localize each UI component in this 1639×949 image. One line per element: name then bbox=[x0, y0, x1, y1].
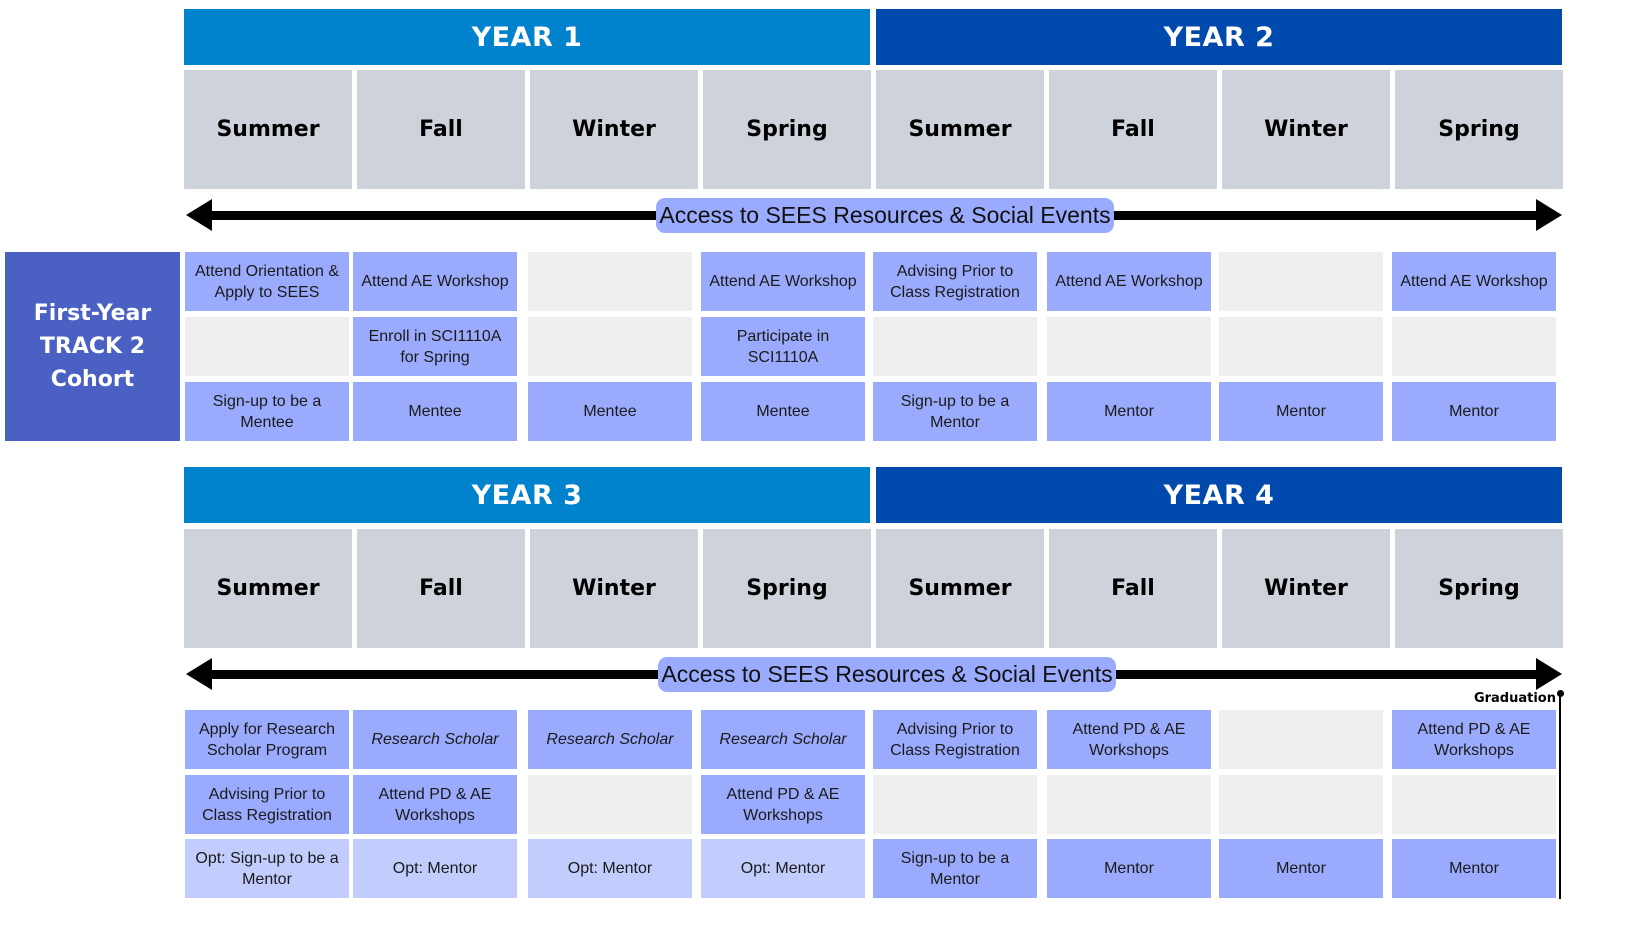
season-header-winter: Winter bbox=[1222, 529, 1390, 648]
activity-cell: Enroll in SCI1110A for Spring bbox=[353, 317, 517, 376]
year-header: YEAR 3 bbox=[184, 467, 870, 523]
activity-cell: Opt: Mentor bbox=[528, 839, 692, 898]
activity-cell: Attend PD & AE Workshops bbox=[1392, 710, 1556, 769]
activity-cell: Sign-up to be a Mentee bbox=[185, 382, 349, 441]
activity-cell: Mentee bbox=[528, 382, 692, 441]
season-header-fall: Fall bbox=[357, 70, 525, 189]
activity-cell: Mentor bbox=[1392, 839, 1556, 898]
empty-cell bbox=[528, 775, 692, 834]
season-header-winter: Winter bbox=[530, 70, 698, 189]
season-header-summer: Summer bbox=[184, 529, 352, 648]
activity-cell: Advising Prior to Class Registration bbox=[873, 710, 1037, 769]
graduation-marker-icon bbox=[1557, 690, 1564, 697]
activity-cell: Apply for Research Scholar Program bbox=[185, 710, 349, 769]
activity-cell: Mentor bbox=[1047, 382, 1211, 441]
empty-cell bbox=[873, 775, 1037, 834]
season-header-spring: Spring bbox=[703, 529, 871, 648]
cohort-label: First-Year TRACK 2 Cohort bbox=[5, 252, 180, 441]
empty-cell bbox=[1392, 317, 1556, 376]
empty-cell bbox=[528, 317, 692, 376]
empty-cell bbox=[528, 252, 692, 311]
activity-cell: Mentee bbox=[701, 382, 865, 441]
graduation-line bbox=[1559, 694, 1561, 899]
season-header-fall: Fall bbox=[357, 529, 525, 648]
empty-cell bbox=[1219, 775, 1383, 834]
cohort-label-line: TRACK 2 bbox=[39, 334, 146, 359]
activity-cell: Advising Prior to Class Registration bbox=[873, 252, 1037, 311]
activity-cell: Attend Orientation & Apply to SEES bbox=[185, 252, 349, 311]
activity-cell: Mentor bbox=[1219, 839, 1383, 898]
arrow-right-icon bbox=[1536, 658, 1562, 690]
empty-cell bbox=[1392, 775, 1556, 834]
season-header-winter: Winter bbox=[530, 529, 698, 648]
empty-cell bbox=[1219, 317, 1383, 376]
activity-cell: Research Scholar bbox=[701, 710, 865, 769]
activity-cell: Mentor bbox=[1047, 839, 1211, 898]
activity-cell: Attend PD & AE Workshops bbox=[353, 775, 517, 834]
activity-cell: Research Scholar bbox=[528, 710, 692, 769]
season-header-summer: Summer bbox=[876, 70, 1044, 189]
activity-cell: Opt: Mentor bbox=[353, 839, 517, 898]
season-header-spring: Spring bbox=[1395, 70, 1563, 189]
season-header-winter: Winter bbox=[1222, 70, 1390, 189]
season-header-spring: Spring bbox=[703, 70, 871, 189]
empty-cell bbox=[1047, 775, 1211, 834]
activity-cell: Advising Prior to Class Registration bbox=[185, 775, 349, 834]
activity-cell: Sign-up to be a Mentor bbox=[873, 839, 1037, 898]
empty-cell bbox=[1219, 252, 1383, 311]
activity-cell: Mentor bbox=[1219, 382, 1383, 441]
arrow-left-icon bbox=[186, 658, 212, 690]
graduation-label: Graduation bbox=[1473, 691, 1556, 706]
activity-cell: Attend PD & AE Workshops bbox=[701, 775, 865, 834]
cohort-label-line: First-Year bbox=[33, 301, 152, 326]
activity-cell: Participate in SCI1110A bbox=[701, 317, 865, 376]
season-header-fall: Fall bbox=[1049, 529, 1217, 648]
activity-cell: Sign-up to be a Mentor bbox=[873, 382, 1037, 441]
resources-banner: Access to SEES Resources & Social Events bbox=[658, 657, 1116, 692]
resources-banner: Access to SEES Resources & Social Events bbox=[656, 198, 1114, 233]
year-header: YEAR 1 bbox=[184, 9, 870, 65]
activity-cell: Attend PD & AE Workshops bbox=[1047, 710, 1211, 769]
activity-cell: Attend AE Workshop bbox=[353, 252, 517, 311]
activity-cell: Attend AE Workshop bbox=[701, 252, 865, 311]
season-header-spring: Spring bbox=[1395, 529, 1563, 648]
season-header-summer: Summer bbox=[184, 70, 352, 189]
empty-cell bbox=[1219, 710, 1383, 769]
activity-cell: Mentor bbox=[1392, 382, 1556, 441]
activity-cell: Mentee bbox=[353, 382, 517, 441]
season-header-summer: Summer bbox=[876, 529, 1044, 648]
activity-cell: Opt: Sign-up to be a Mentor bbox=[185, 839, 349, 898]
season-header-fall: Fall bbox=[1049, 70, 1217, 189]
year-header: YEAR 4 bbox=[876, 467, 1562, 523]
activity-cell: Opt: Mentor bbox=[701, 839, 865, 898]
arrow-right-icon bbox=[1536, 199, 1562, 231]
year-header: YEAR 2 bbox=[876, 9, 1562, 65]
activity-cell: Attend AE Workshop bbox=[1392, 252, 1556, 311]
empty-cell bbox=[873, 317, 1037, 376]
activity-cell: Research Scholar bbox=[353, 710, 517, 769]
empty-cell bbox=[1047, 317, 1211, 376]
cohort-label-line: Cohort bbox=[50, 367, 135, 392]
empty-cell bbox=[185, 317, 349, 376]
arrow-left-icon bbox=[186, 199, 212, 231]
activity-cell: Attend AE Workshop bbox=[1047, 252, 1211, 311]
